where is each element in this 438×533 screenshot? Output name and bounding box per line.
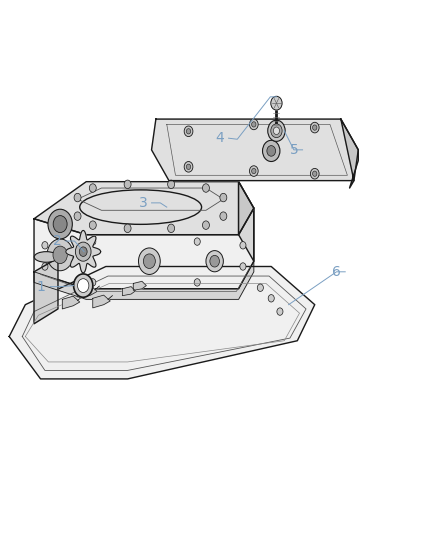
Circle shape: [250, 119, 258, 130]
Circle shape: [74, 274, 93, 297]
Circle shape: [194, 279, 200, 286]
Polygon shape: [93, 295, 110, 308]
Circle shape: [277, 308, 283, 316]
Polygon shape: [9, 266, 315, 379]
Circle shape: [124, 180, 131, 189]
Circle shape: [271, 96, 282, 110]
Polygon shape: [152, 119, 358, 181]
Polygon shape: [239, 182, 254, 235]
Circle shape: [168, 180, 175, 189]
Circle shape: [186, 164, 191, 169]
Circle shape: [240, 263, 246, 270]
Circle shape: [220, 212, 227, 220]
Text: 6: 6: [332, 265, 341, 279]
Circle shape: [210, 255, 219, 267]
Circle shape: [138, 248, 160, 274]
Circle shape: [186, 128, 191, 134]
Text: 3: 3: [138, 196, 147, 210]
Circle shape: [206, 251, 223, 272]
Polygon shape: [239, 182, 254, 261]
Polygon shape: [34, 261, 254, 300]
Polygon shape: [341, 119, 358, 188]
Circle shape: [311, 168, 319, 179]
Circle shape: [194, 238, 200, 245]
Circle shape: [257, 284, 263, 292]
Circle shape: [268, 120, 285, 141]
Text: 5: 5: [290, 143, 298, 157]
Polygon shape: [133, 281, 146, 290]
Circle shape: [250, 166, 258, 176]
Ellipse shape: [34, 252, 58, 262]
Text: 1: 1: [37, 280, 46, 294]
Text: 4: 4: [215, 131, 224, 145]
Circle shape: [53, 216, 67, 232]
Circle shape: [202, 184, 209, 192]
Polygon shape: [34, 182, 254, 235]
Circle shape: [78, 279, 89, 293]
Circle shape: [79, 247, 87, 256]
Circle shape: [75, 242, 91, 261]
Circle shape: [313, 125, 317, 130]
Circle shape: [124, 224, 131, 232]
Polygon shape: [66, 230, 101, 273]
Circle shape: [311, 122, 319, 133]
Text: 2: 2: [53, 234, 61, 248]
Circle shape: [168, 224, 175, 232]
Circle shape: [42, 263, 48, 270]
Circle shape: [90, 279, 96, 286]
Circle shape: [252, 168, 256, 174]
Circle shape: [47, 239, 73, 271]
Circle shape: [271, 124, 282, 138]
Polygon shape: [34, 258, 58, 324]
Circle shape: [90, 238, 96, 245]
Circle shape: [268, 295, 274, 302]
Circle shape: [89, 221, 96, 229]
Circle shape: [273, 127, 279, 134]
Circle shape: [53, 246, 67, 264]
Polygon shape: [122, 287, 135, 296]
Circle shape: [240, 241, 246, 249]
Circle shape: [267, 146, 276, 156]
Circle shape: [48, 209, 72, 239]
Circle shape: [313, 171, 317, 176]
Circle shape: [74, 212, 81, 220]
Circle shape: [252, 122, 256, 127]
Circle shape: [220, 193, 227, 202]
Circle shape: [89, 184, 96, 192]
Polygon shape: [34, 208, 254, 289]
Circle shape: [184, 126, 193, 136]
Polygon shape: [62, 296, 80, 309]
Circle shape: [143, 254, 155, 269]
Circle shape: [184, 161, 193, 172]
Polygon shape: [80, 286, 97, 298]
Circle shape: [42, 241, 48, 249]
Circle shape: [262, 140, 280, 161]
Circle shape: [74, 193, 81, 202]
Circle shape: [202, 221, 209, 229]
